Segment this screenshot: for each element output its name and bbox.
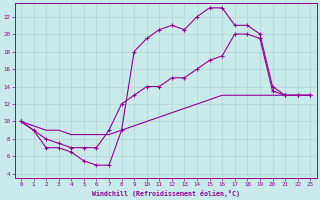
X-axis label: Windchill (Refroidissement éolien,°C): Windchill (Refroidissement éolien,°C)	[92, 190, 240, 197]
